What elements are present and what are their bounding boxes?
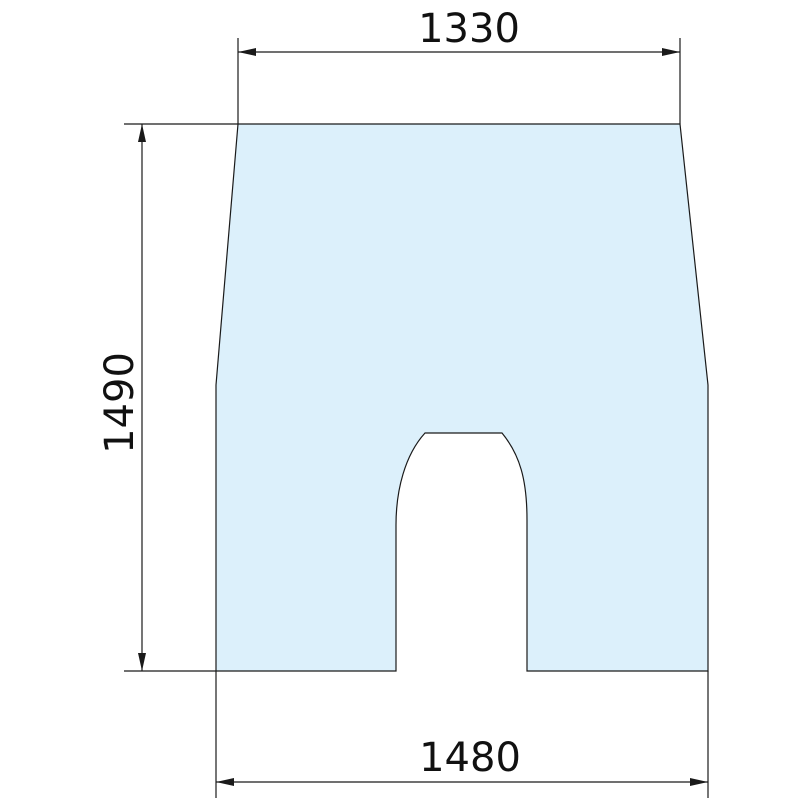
- top-arrow-right: [662, 48, 680, 56]
- bottom-arrow-right: [690, 778, 708, 786]
- height-label: 1490: [97, 352, 143, 454]
- bottom-arrow-left: [216, 778, 234, 786]
- top-width-dimension: 1330: [237, 6, 681, 124]
- glass-panel-shape: [215, 123, 709, 672]
- height-dimension: 1490: [97, 123, 238, 672]
- top-width-label: 1330: [418, 6, 520, 52]
- top-arrow-left: [238, 48, 256, 56]
- bottom-width-label: 1480: [419, 735, 521, 781]
- height-arrow-top: [138, 124, 146, 142]
- height-arrow-bottom: [138, 653, 146, 671]
- bottom-width-dimension: 1480: [215, 671, 709, 798]
